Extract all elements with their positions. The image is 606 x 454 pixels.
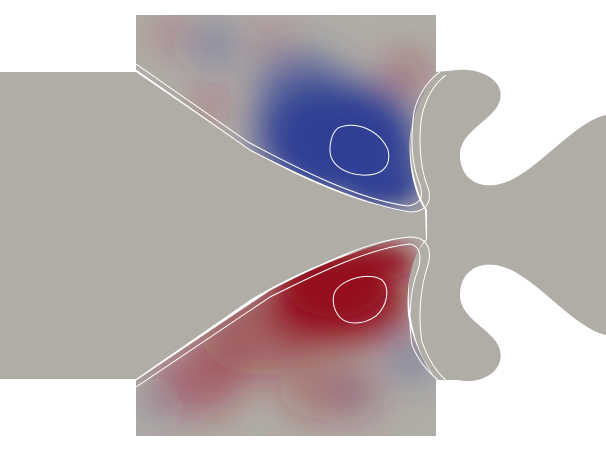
outlet-structure xyxy=(408,69,606,382)
upper-wedge xyxy=(136,72,426,379)
lower-wedge-contour-outer xyxy=(135,243,439,388)
contour-lines xyxy=(135,63,447,388)
chamber-field xyxy=(136,15,436,436)
upper-wedge-contour-outer xyxy=(135,63,441,207)
lower-wedge-contour-inner xyxy=(135,236,447,381)
upper-vortex-contour xyxy=(329,124,390,176)
lower-vortex-contour xyxy=(332,275,388,324)
upper-wedge-contour-inner xyxy=(135,69,447,213)
inlet-block xyxy=(0,72,136,379)
solid-body xyxy=(0,69,606,382)
